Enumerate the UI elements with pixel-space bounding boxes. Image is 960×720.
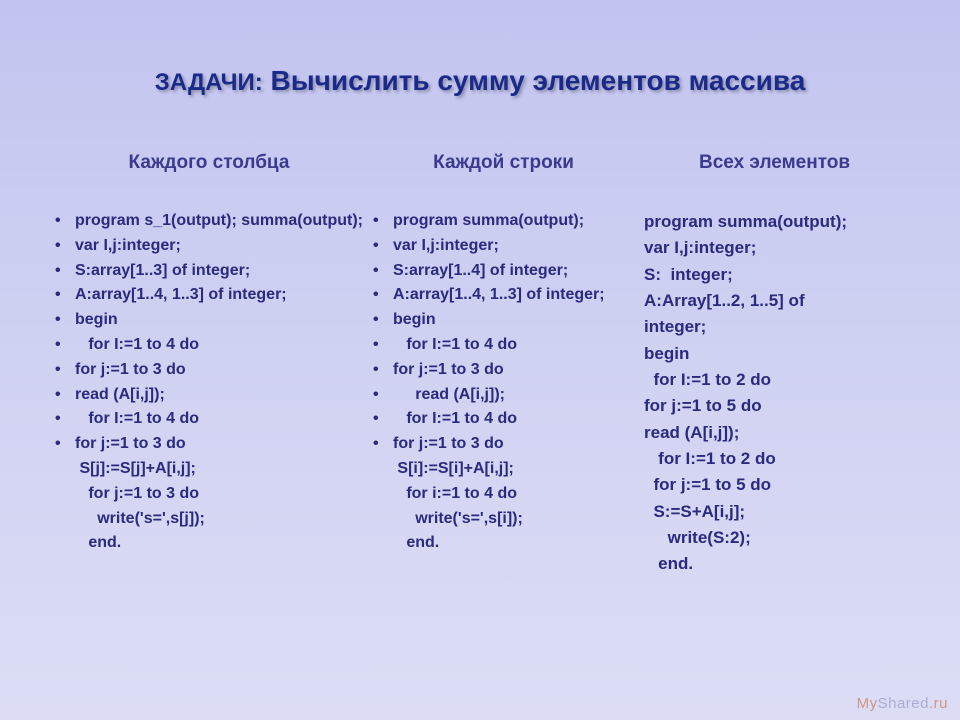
code-line: var I,j:integer; bbox=[373, 234, 634, 259]
code-line: S[j]:=S[j]+A[i,j]; bbox=[55, 457, 363, 482]
slide: ЗАДАЧИ: Вычислить сумму элементов массив… bbox=[0, 0, 960, 720]
code-line: S:array[1..3] of integer; bbox=[55, 259, 363, 284]
code-line: S:array[1..4] of integer; bbox=[373, 259, 634, 284]
code-line: write('s=',s[i]); bbox=[373, 507, 634, 532]
code-line: for j:=1 to 3 do bbox=[55, 358, 363, 383]
code-line: read (A[i,j]); bbox=[55, 383, 363, 408]
code-line: S[i]:=S[i]+A[i,j]; bbox=[373, 457, 634, 482]
code-line: read (A[i,j]); bbox=[644, 420, 905, 446]
title-prefix: ЗАДАЧИ: bbox=[155, 69, 263, 96]
code-line: for I:=1 to 4 do bbox=[373, 333, 634, 358]
code-line: for j:=1 to 3 do bbox=[373, 432, 634, 457]
title-main: Вычислить сумму элементов массива bbox=[270, 65, 805, 96]
code-line: A:array[1..4, 1..3] of integer; bbox=[373, 283, 634, 308]
columns-container: Каждого столбца program s_1(output); sum… bbox=[40, 152, 920, 578]
column-header: Каждой строки bbox=[373, 152, 634, 174]
code-line: for I:=1 to 4 do bbox=[55, 407, 363, 432]
column-all-elems: Всех элементов program summa(output);var… bbox=[644, 152, 905, 578]
code-line: var I,j:integer; bbox=[55, 234, 363, 259]
code-line: A:array[1..4, 1..3] of integer; bbox=[55, 283, 363, 308]
code-line: begin bbox=[55, 308, 363, 333]
code-line: for j:=1 to 3 do bbox=[55, 432, 363, 457]
watermark-shared: Shared bbox=[878, 695, 929, 712]
code-line: for j:=1 to 5 do bbox=[644, 472, 905, 498]
code-line: for i:=1 to 4 do bbox=[373, 482, 634, 507]
code-line: program summa(output); bbox=[373, 209, 634, 234]
code-line: A:Array[1..2, 1..5] of bbox=[644, 288, 905, 314]
code-line: write(S:2); bbox=[644, 525, 905, 551]
code-line: for j:=1 to 5 do bbox=[644, 393, 905, 419]
code-line: integer; bbox=[644, 314, 905, 340]
slide-title: ЗАДАЧИ: Вычислить сумму элементов массив… bbox=[40, 65, 920, 97]
code-line: end. bbox=[644, 551, 905, 577]
code-line: for I:=1 to 4 do bbox=[373, 407, 634, 432]
code-line: read (A[i,j]); bbox=[373, 383, 634, 408]
code-line: begin bbox=[373, 308, 634, 333]
code-line: end. bbox=[55, 531, 363, 556]
code-list: program summa(output);var I,j:integer;S:… bbox=[373, 209, 634, 556]
code-line: end. bbox=[373, 531, 634, 556]
code-line: for j:=1 to 3 do bbox=[373, 358, 634, 383]
code-line: program summa(output); bbox=[644, 209, 905, 235]
column-each-col: Каждого столбца program s_1(output); sum… bbox=[55, 152, 363, 578]
code-line: for I:=1 to 2 do bbox=[644, 446, 905, 472]
code-line: write('s=',s[j]); bbox=[55, 507, 363, 532]
column-header: Всех элементов bbox=[644, 152, 905, 174]
watermark-my: My bbox=[857, 695, 878, 712]
code-line: S:=S+A[i,j]; bbox=[644, 499, 905, 525]
column-each-row: Каждой строки program summa(output);var … bbox=[373, 152, 634, 578]
code-line: var I,j:integer; bbox=[644, 235, 905, 261]
code-line: S: integer; bbox=[644, 262, 905, 288]
watermark-ru: .ru bbox=[929, 695, 948, 712]
code-line: for j:=1 to 3 do bbox=[55, 482, 363, 507]
column-header: Каждого столбца bbox=[55, 152, 363, 174]
code-line: for I:=1 to 2 do bbox=[644, 367, 905, 393]
code-list: program s_1(output); summa(output);var I… bbox=[55, 209, 363, 556]
watermark: MyShared.ru bbox=[857, 695, 948, 712]
code-line: begin bbox=[644, 341, 905, 367]
code-line: program s_1(output); summa(output); bbox=[55, 209, 363, 234]
code-list: program summa(output);var I,j:integer;S:… bbox=[644, 209, 905, 578]
code-line: for I:=1 to 4 do bbox=[55, 333, 363, 358]
